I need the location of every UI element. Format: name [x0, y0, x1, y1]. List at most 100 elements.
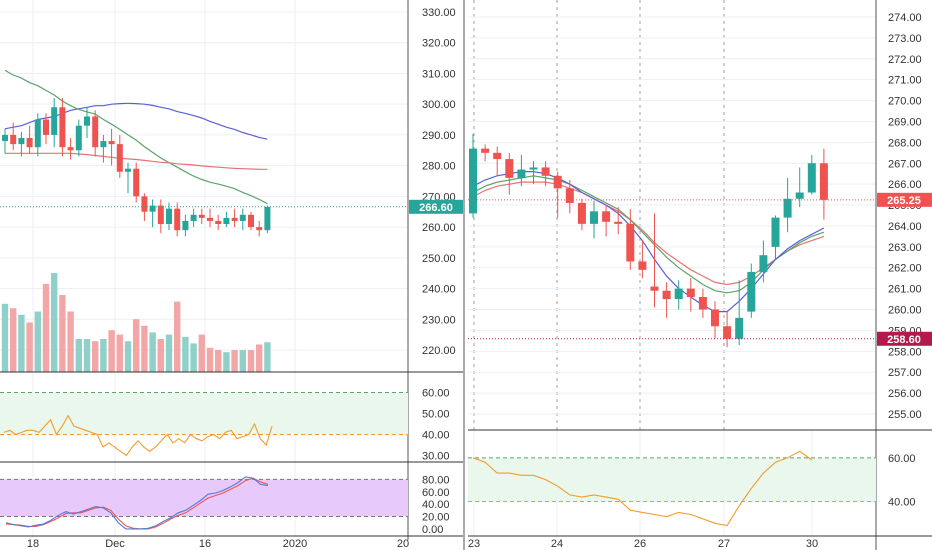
- rsi-tick-label: 60.00: [888, 453, 916, 465]
- price-tick-label: 257.00: [888, 367, 922, 379]
- candle-body: [2, 134, 8, 142]
- last-price-label: 265.25: [887, 195, 921, 207]
- candle-body: [34, 119, 41, 148]
- price-tick-label: 256.00: [888, 388, 922, 400]
- candle-body: [43, 119, 49, 135]
- price-tick-label: 260.00: [422, 222, 456, 234]
- candle-body: [174, 208, 181, 231]
- price-tick-label: 271.00: [888, 75, 922, 87]
- price-tick-label: 260.00: [888, 305, 922, 317]
- volume-bar: [182, 336, 189, 372]
- candle-body: [759, 255, 768, 272]
- low-price-label: 258.60: [887, 334, 921, 346]
- candle-body: [67, 147, 74, 151]
- rsi-band: [0, 392, 408, 435]
- candle-body: [149, 205, 156, 212]
- candle-body: [108, 141, 115, 145]
- candle-body: [481, 148, 490, 153]
- candle-body: [248, 214, 254, 228]
- price-tick-label: 268.00: [888, 137, 922, 149]
- volume-bar: [92, 341, 99, 372]
- volume-bar: [59, 295, 66, 372]
- volume-bar: [215, 350, 222, 372]
- price-tick-label: 310.00: [422, 68, 456, 80]
- candle-body: [807, 163, 816, 193]
- candle-body: [602, 211, 611, 222]
- candle-body: [662, 290, 671, 300]
- time-tick-label: 26: [634, 538, 646, 550]
- volume-bar: [239, 350, 246, 372]
- volume-bar: [100, 339, 107, 372]
- candle-body: [565, 188, 574, 203]
- rsi-tick-label: 60.00: [422, 388, 450, 400]
- volume-bar: [67, 311, 74, 372]
- candle-body: [638, 261, 647, 270]
- volume-bar: [124, 341, 132, 372]
- candle-body: [141, 196, 148, 212]
- time-tick-label: 27: [718, 538, 730, 550]
- volume-bar: [108, 330, 115, 372]
- time-tick-label: 30: [806, 538, 818, 550]
- time-tick-label: 18: [27, 538, 39, 550]
- volume-bar: [231, 350, 238, 372]
- volume-bar: [206, 347, 214, 372]
- candle-body: [505, 159, 514, 178]
- candle-body: [686, 288, 695, 297]
- candle-body: [223, 217, 230, 225]
- price-tick-label: 320.00: [422, 38, 456, 50]
- last-price-badge: [877, 192, 932, 207]
- volume-bar: [264, 342, 271, 372]
- rsi-line: [472, 450, 813, 527]
- time-tick-label: 2020: [283, 538, 307, 550]
- price-tick-label: 270.00: [888, 96, 922, 108]
- candle-body: [493, 152, 502, 160]
- volume-bar: [198, 334, 205, 372]
- candle-body: [577, 202, 586, 224]
- candle-body: [674, 288, 683, 300]
- price-tick-label: 274.00: [888, 12, 922, 24]
- left-daily-chart[interactable]: 330.00320.00310.00300.00290.00280.00270.…: [0, 0, 463, 550]
- candle-body: [590, 211, 598, 224]
- candle-body: [256, 227, 263, 231]
- candle-body: [157, 205, 164, 225]
- volume-bar: [34, 311, 41, 372]
- price-tick-label: 250.00: [422, 253, 456, 265]
- ma-blue-line: [472, 171, 825, 313]
- candle-body: [166, 208, 172, 225]
- volume-bar: [247, 350, 255, 372]
- last-price-badge: [409, 199, 463, 214]
- rsi-tick-label: 40.00: [888, 496, 916, 508]
- candle-body: [215, 220, 222, 225]
- candle-body: [190, 214, 197, 221]
- right-intraday-chart[interactable]: 274.00 273.00 272.00 271.00 270.00 269.00 268.…: [463, 0, 932, 550]
- volume-bar: [133, 319, 140, 372]
- candle-body: [553, 175, 562, 189]
- volume-bar: [116, 334, 123, 372]
- price-tick-label: 220.00: [422, 345, 456, 357]
- candle-body: [614, 221, 623, 224]
- volume-bar: [26, 322, 33, 372]
- price-tick-label: 273.00: [888, 33, 922, 45]
- volume-bar: [174, 301, 181, 372]
- rsi-line: [3, 414, 273, 457]
- candle-body: [231, 217, 238, 221]
- price-tick-label: 280.00: [422, 161, 456, 173]
- candle-body: [10, 134, 17, 145]
- price-tick-label: 262.00: [888, 263, 922, 275]
- ma-red-line: [5, 152, 268, 170]
- price-tick-label: 290.00: [422, 130, 456, 142]
- candle-body: [75, 125, 82, 151]
- price-tick-label: 269.00: [888, 116, 922, 128]
- candle-body: [18, 137, 25, 145]
- stoch-tick-label: 60.00: [422, 487, 450, 499]
- price-tick-label: 264.00: [888, 221, 922, 233]
- ma-green-line: [4, 69, 268, 205]
- time-tick-label: 24: [551, 538, 563, 550]
- candle-body: [198, 214, 205, 218]
- volume-bar: [83, 339, 91, 372]
- stoch-tick-label: 80.00: [422, 474, 450, 486]
- candle-body: [541, 167, 550, 176]
- rsi-tick-label: 40.00: [422, 430, 450, 442]
- price-tick-label: 261.00: [888, 284, 922, 296]
